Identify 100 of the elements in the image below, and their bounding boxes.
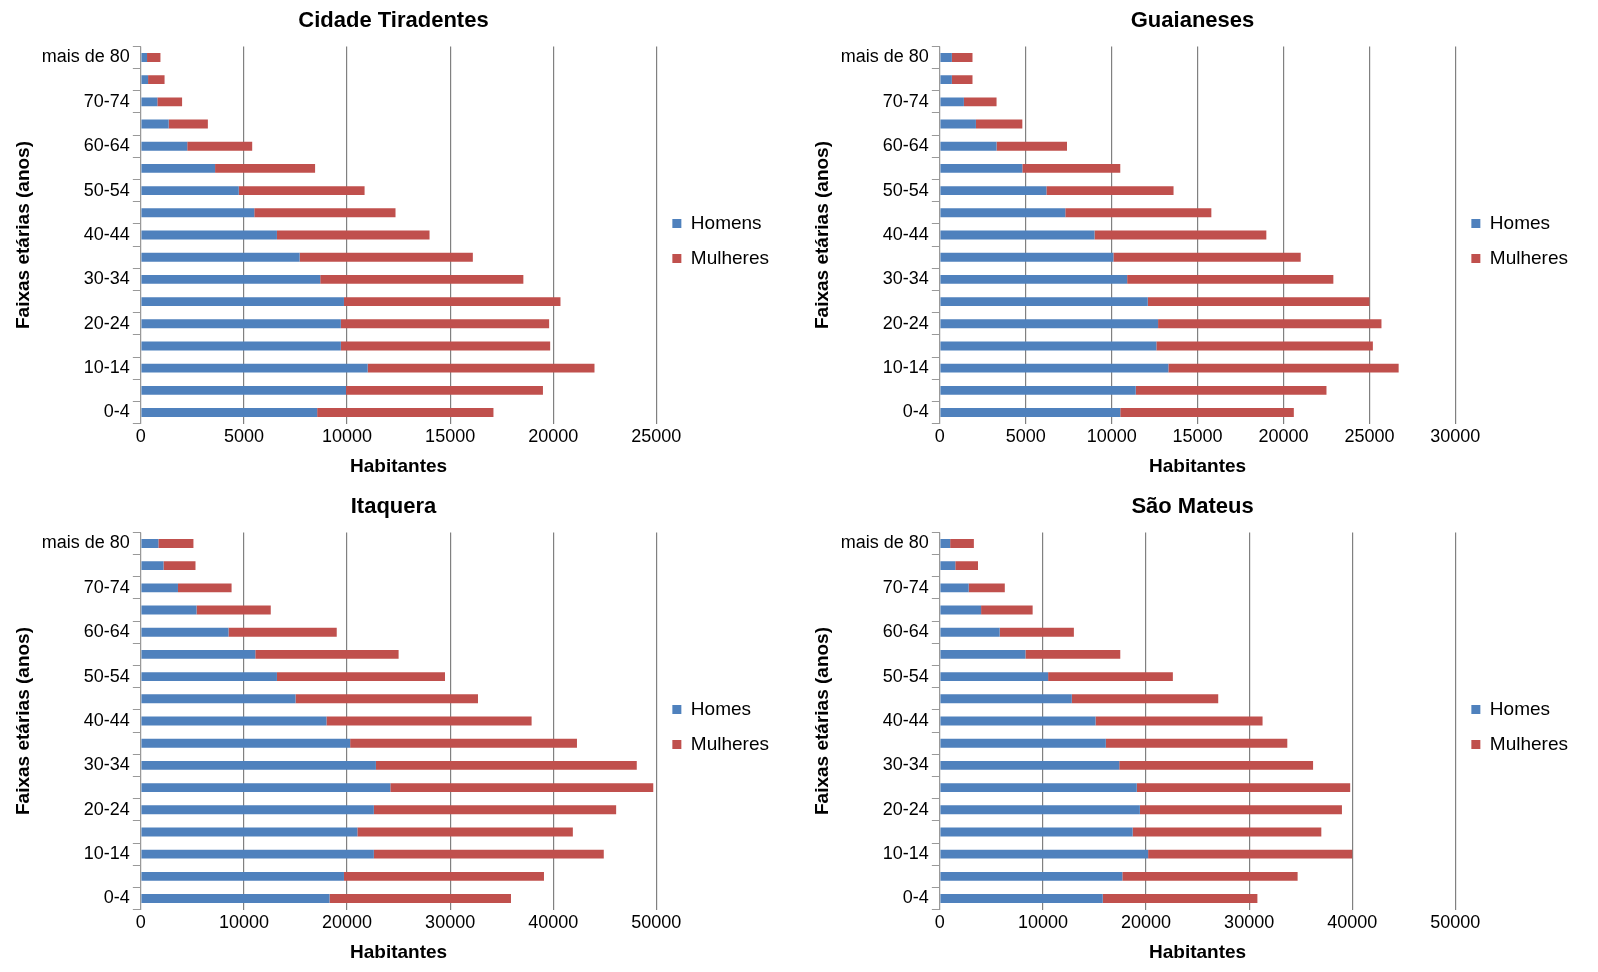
bar [999,627,1074,637]
x-tick-label: 30000 [1430,426,1481,447]
bar [1120,408,1294,417]
bar [940,539,951,548]
y-tick-label: 20-24 [882,312,929,333]
bar [326,716,532,726]
bar [375,760,637,770]
bar [141,274,321,284]
bar [940,230,1095,240]
bar [940,605,982,615]
bar [141,186,239,196]
legend-label: Mulheres [1489,732,1569,754]
bar [1046,186,1174,196]
bar [1122,871,1298,881]
bar [141,894,330,903]
bar [276,672,445,682]
x-tick-label: 20000 [528,426,579,447]
x-tick-label: 10000 [1086,426,1137,447]
bar [141,319,341,329]
bar [940,53,952,62]
y-tick-label: 40-44 [882,709,929,730]
y-tick-label: 20-24 [83,798,130,819]
bar [1158,319,1382,329]
bar [940,75,952,85]
bar [141,650,256,659]
bar [940,274,1128,284]
bar [951,75,973,85]
bar [295,694,478,704]
y-tick-label: 10-14 [83,843,130,864]
bar [163,561,196,571]
bar [940,119,976,129]
bar [1168,363,1399,373]
x-tick-label: 5000 [1005,426,1046,447]
bar [141,408,318,417]
bar [1095,716,1263,726]
bar [187,141,253,151]
bar [141,760,376,770]
bar [951,53,973,62]
bar [940,97,964,107]
bar [950,539,974,548]
y-tick-label: 30-34 [83,268,130,289]
bar [940,716,1096,726]
chart-title: Cidade Tiradentes [298,7,489,33]
y-tick-label: 10-14 [83,357,130,378]
bar [955,561,978,571]
bar [1136,783,1351,792]
y-tick-label: 0-4 [103,887,130,908]
x-tick-label: 20000 [1121,912,1172,933]
bar [141,141,188,151]
bar [255,650,399,659]
bar [168,119,208,129]
x-axis-title: Habitantes [1149,940,1247,962]
bar [390,783,654,792]
x-tick-label: 30000 [1224,912,1275,933]
y-tick-label: 60-64 [882,135,929,156]
y-tick-label: mais de 80 [41,532,130,553]
bar [141,783,391,792]
bar [148,75,165,85]
bar [1025,650,1121,659]
bar [1156,341,1373,351]
bar [238,186,365,196]
bar [141,53,148,62]
bar [329,894,511,903]
legend-label: Homes [690,697,752,719]
bar [1022,164,1121,173]
x-tick-label: 30000 [425,912,476,933]
bar [940,561,956,571]
bar [357,827,573,837]
x-tick-label: 0 [135,426,146,447]
y-tick-label: 60-64 [882,621,929,642]
bar [141,97,158,107]
bar [141,583,178,593]
legend-label: Homens [690,211,762,233]
y-tick-label: 40-44 [882,223,929,244]
bar [141,385,347,395]
bar [940,805,1140,815]
y-tick-label: 50-54 [83,665,130,686]
bar [157,97,183,107]
bar [215,164,316,173]
y-tick-label: 0-4 [902,401,929,422]
bar [177,583,232,593]
bar [141,561,164,571]
bar [350,738,577,748]
y-tick-label: 30-34 [83,754,130,775]
x-tick-label: 0 [934,912,945,933]
bar [940,341,1157,351]
bar [1105,738,1288,748]
chart-title: São Mateus [1131,493,1254,519]
legend-label: Mulheres [690,246,770,268]
y-tick-label: 40-44 [83,709,130,730]
bar [940,583,969,593]
bar [1127,274,1334,284]
bar [981,605,1033,615]
bar [940,783,1137,792]
bar [228,627,337,637]
y-tick-label: 50-54 [882,179,929,200]
bar [196,605,271,615]
bar [141,119,169,129]
bar [1147,297,1370,306]
bar [141,849,374,859]
